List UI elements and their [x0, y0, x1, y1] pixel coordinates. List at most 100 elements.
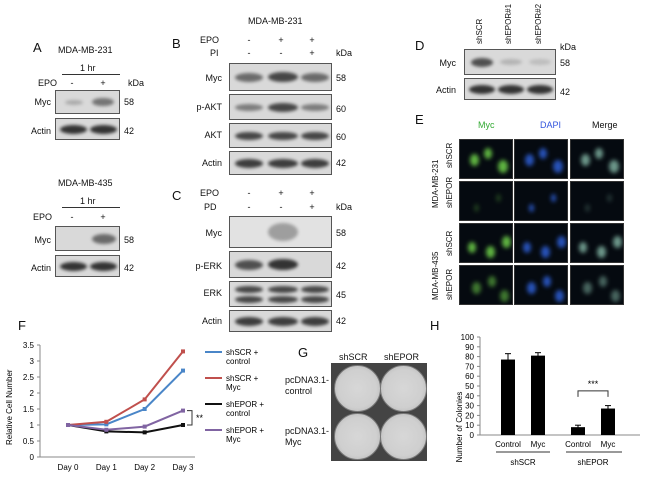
panel-a-kda-label: kDa — [128, 78, 145, 88]
y-tick-label: 1 — [30, 421, 35, 430]
panel-d-kda-label: kDa — [560, 42, 577, 52]
group-label: MDA-MB-231 — [431, 159, 440, 208]
y-tick-label: 3 — [30, 357, 35, 366]
blot-label: Myc — [34, 235, 52, 245]
panel-a-top-sign: + — [100, 78, 106, 88]
lane-label: shEPOR#1 — [504, 3, 513, 44]
panel-h-letter: H — [430, 318, 440, 333]
x-tick-label: Control — [495, 440, 521, 449]
y-tick-label: 70 — [465, 362, 474, 371]
data-point — [181, 349, 185, 354]
kda-value: 58 — [124, 235, 135, 245]
fluorescence-image — [570, 139, 624, 179]
blot-c-myc — [229, 216, 332, 248]
fluorescence-image — [459, 265, 513, 305]
panel-a-top-time: 1 hr — [80, 63, 96, 73]
legend-label: control — [226, 357, 250, 366]
blot-c-erk — [229, 281, 332, 307]
kda-value: 42 — [560, 87, 571, 97]
panel-a-top-sign: - — [70, 78, 74, 88]
data-point — [181, 368, 185, 373]
kda-value: 60 — [336, 132, 347, 142]
series-line — [67, 369, 184, 426]
x-tick-label: Control — [565, 440, 591, 449]
blot-label: Myc — [205, 73, 223, 83]
blot-label: Myc — [205, 228, 223, 238]
blot-b-p-akt — [229, 94, 332, 120]
panel-a-bottom-cell-line: MDA-MB-435 — [58, 178, 113, 188]
y-tick-label: 0 — [470, 431, 475, 440]
blot-b-akt — [229, 123, 332, 148]
column-label: shSCR — [339, 352, 368, 362]
blot-label: Actin — [30, 126, 51, 136]
series-line — [67, 409, 184, 431]
row-label: shSCR — [445, 142, 454, 168]
x-tick-label: Myc — [531, 440, 546, 449]
column-label: shEPOR — [384, 352, 420, 362]
fluorescence-image — [570, 265, 624, 305]
panel-b-cell-line: MDA-MB-231 — [248, 16, 303, 26]
legend-label: control — [226, 409, 250, 418]
fluorescence-image — [570, 181, 624, 221]
y-tick-label: 2 — [30, 389, 35, 398]
bar — [501, 359, 515, 435]
panel-b-row-label: PI — [210, 48, 219, 58]
x-tick-label: Day 1 — [96, 463, 117, 472]
data-point — [66, 423, 70, 427]
y-tick-label: 0.5 — [23, 437, 35, 446]
data-point — [104, 419, 109, 424]
bar — [601, 408, 615, 435]
x-tick-label: Day 0 — [58, 463, 79, 472]
colony-dish — [334, 413, 381, 460]
kda-value: 60 — [336, 104, 347, 114]
y-axis-label: Relative Cell Number — [5, 369, 14, 445]
column-header-merge: Merge — [592, 120, 618, 130]
y-tick-label: 0 — [30, 453, 35, 462]
blot-label: Actin — [201, 158, 222, 168]
blot-label: Myc — [439, 58, 457, 68]
row-label: shEPOR — [445, 268, 454, 300]
significance-bracket — [187, 410, 193, 426]
fluorescence-image — [514, 139, 568, 179]
legend-label: shSCR + — [226, 374, 259, 383]
data-point — [142, 407, 147, 411]
panel-a-bottom-time-bar — [62, 207, 120, 208]
y-tick-label: 20 — [465, 411, 474, 420]
significance-marker: ** — [196, 413, 204, 423]
legend-label: Myc — [226, 435, 241, 444]
blot-a-top-actin — [55, 118, 120, 140]
data-point — [181, 423, 185, 427]
panel-b-sign: - — [247, 35, 251, 45]
y-tick-label: 10 — [465, 421, 474, 430]
fluorescence-image — [459, 139, 513, 179]
panel-b-kda-label: kDa — [336, 48, 353, 58]
column-header-dapi: DAPI — [540, 120, 562, 130]
kda-value: 42 — [336, 158, 347, 168]
group-label: MDA-MB-435 — [431, 251, 440, 300]
y-tick-label: 40 — [465, 392, 474, 401]
y-tick-label: 1.5 — [23, 405, 35, 414]
kda-value: 42 — [124, 126, 135, 136]
colony-dish — [380, 413, 427, 460]
blot-label: ERK — [203, 288, 222, 298]
panel-a-bottom-sign: - — [70, 212, 74, 222]
significance-bracket — [577, 390, 609, 397]
blot-label: p-AKT — [196, 102, 222, 112]
colony-dish — [380, 365, 427, 412]
panel-b-letter: B — [172, 36, 181, 51]
legend-label: shSCR + — [226, 348, 259, 357]
panel-c-sign: - — [247, 202, 251, 212]
y-axis-label: Number of Colonies — [455, 392, 464, 463]
data-point — [142, 424, 147, 429]
y-tick-label: 100 — [461, 333, 475, 342]
blot-a-bottom-actin — [55, 255, 120, 277]
panel-a-top-epo-label: EPO — [38, 78, 58, 88]
bar — [571, 427, 585, 435]
panel-a-letter: A — [33, 40, 42, 55]
panel-b-sign: - — [279, 48, 283, 58]
bar — [531, 355, 545, 435]
x-tick-label: Day 2 — [134, 463, 155, 472]
panel-b-sign: + — [309, 48, 315, 58]
row-label: shEPOR — [445, 176, 454, 208]
panel-a-top-time-bar — [62, 74, 120, 75]
